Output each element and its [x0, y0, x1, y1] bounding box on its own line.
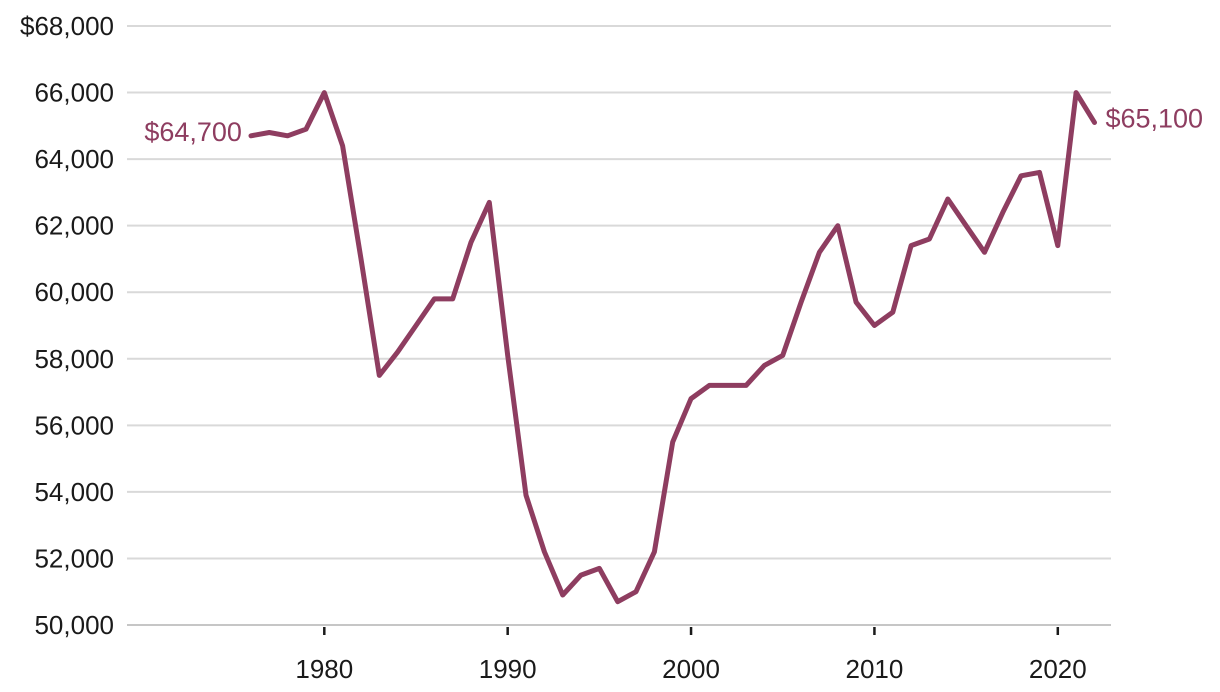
gridlines-group — [127, 25, 1111, 626]
y-axis-tick-label: 56,000 — [34, 410, 114, 440]
x-axis-tick-label: 1980 — [295, 654, 353, 684]
y-axis-tick-label: 54,000 — [34, 477, 114, 507]
y-axis-tick-label: $68,000 — [20, 11, 114, 41]
y-axis-tick-label: 58,000 — [34, 344, 114, 374]
data-series-line — [248, 90, 1097, 605]
x-axis-tick-label: 1990 — [479, 654, 537, 684]
x-axis-labels-group: 1980 1990 2000 2010 2020 — [295, 654, 1086, 684]
x-ticks-group — [323, 627, 1060, 635]
series-end-value-label: $65,100 — [1105, 104, 1203, 134]
x-axis-tick-label: 2010 — [846, 654, 904, 684]
y-axis-tick-label: 64,000 — [34, 144, 114, 174]
y-axis-labels-group: $68,000 66,000 64,000 62,000 60,000 58,000 56,… — [20, 11, 114, 640]
y-axis-tick-label: 50,000 — [34, 610, 114, 640]
y-axis-tick-label: 66,000 — [34, 78, 114, 108]
series-start-value-label: $64,700 — [144, 117, 242, 147]
x-axis-tick-label: 2020 — [1029, 654, 1087, 684]
y-axis-tick-label: 52,000 — [34, 543, 114, 573]
y-axis-tick-label: 60,000 — [34, 277, 114, 307]
x-axis-tick-label: 2000 — [662, 654, 720, 684]
y-axis-tick-label: 62,000 — [34, 211, 114, 241]
